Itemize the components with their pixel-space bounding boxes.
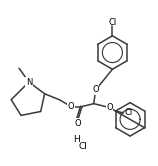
Text: Cl: Cl [79, 142, 87, 151]
Text: O: O [106, 103, 113, 112]
Text: H: H [73, 135, 79, 144]
Text: O: O [75, 119, 81, 128]
Text: Cl: Cl [108, 18, 117, 27]
Text: O: O [68, 102, 74, 111]
Text: Cl: Cl [124, 108, 133, 118]
Text: N: N [26, 78, 32, 86]
Text: O: O [92, 85, 99, 94]
